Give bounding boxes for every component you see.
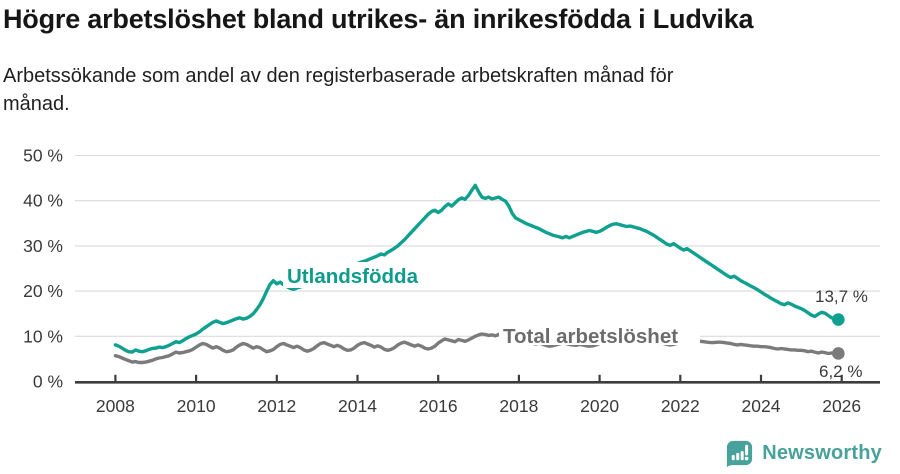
chart-title: Högre arbetslöshet bland utrikes- än inr… [3,4,754,34]
y-tick-label: 0 % [33,372,63,392]
end-value-label: 13,7 % [815,287,868,306]
chart-subtitle: Arbetssökande som andel av den registerb… [3,65,674,115]
speech-bubble-shape [727,440,753,468]
y-tick-label: 30 % [23,236,63,256]
x-tick-label: 2026 [822,396,861,416]
x-tick-label: 2022 [661,396,700,416]
exclamation-dot [744,456,749,461]
exclamation-bar [745,444,749,456]
x-tick-label: 2012 [257,396,296,416]
bar-chart-bar-small [731,454,735,461]
y-tick-label: 10 % [23,326,63,346]
bar-chart-bar-tall [740,451,744,461]
x-tick-label: 2014 [338,396,377,416]
series-line-utlandsfodda [113,183,840,354]
x-tick-label: 2008 [96,396,135,416]
series-end-dot [832,313,845,326]
newsworthy-logo: Newsworthy [724,438,882,469]
series-label: Total arbetslöshet [503,325,678,348]
end-value-label: 6,2 % [819,362,862,381]
series-label-mask [499,325,700,345]
bar-chart-bar-medium [736,453,740,461]
newsworthy-logo-icon [727,440,753,468]
x-tick-label: 2016 [419,396,458,416]
x-tick-label: 2024 [742,396,781,416]
y-tick-label: 50 % [23,146,63,166]
y-tick-label: 40 % [23,191,63,211]
series-end-dot [832,347,845,360]
series-line-total [113,332,840,365]
x-tick-label: 2020 [580,396,619,416]
x-tick-label: 2018 [499,396,538,416]
series-label: Utlandsfödda [287,265,419,288]
newsworthy-brand-text: Newsworthy [762,442,882,464]
x-tick-label: 2010 [177,396,216,416]
y-tick-label: 20 % [23,281,63,301]
series-label-mask [283,262,436,288]
